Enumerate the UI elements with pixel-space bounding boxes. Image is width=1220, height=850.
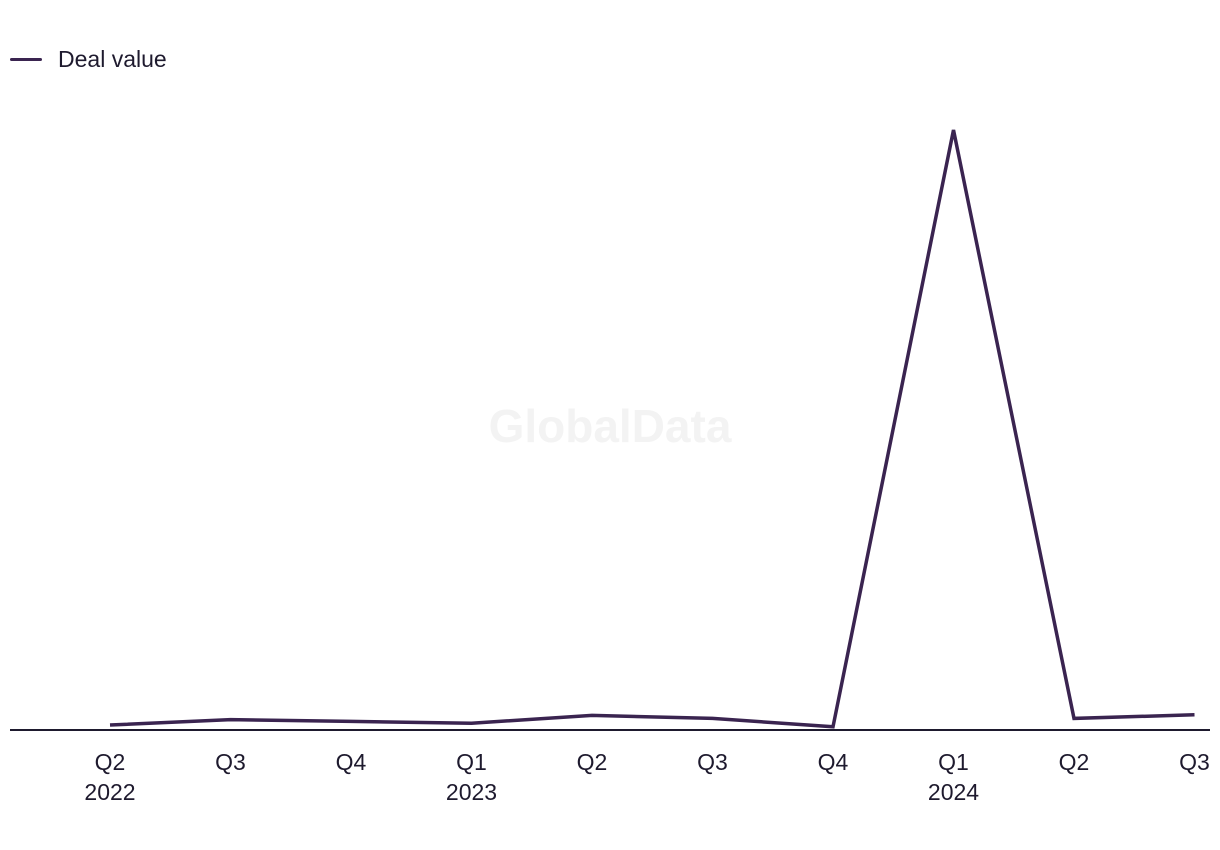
legend-label: Deal value (58, 46, 167, 72)
x-tick-quarter: Q3 (1179, 749, 1210, 775)
x-tick-quarter: Q2 (95, 749, 126, 775)
x-tick-year: 2022 (84, 779, 135, 805)
x-tick-quarter: Q2 (577, 749, 608, 775)
x-tick-quarter: Q2 (1059, 749, 1090, 775)
x-tick-year: 2024 (928, 779, 979, 805)
legend: Deal value (10, 46, 167, 73)
series-line-deal-value (109, 129, 1195, 729)
x-tick-quarter: Q3 (697, 749, 728, 775)
x-tick-quarter: Q3 (215, 749, 246, 775)
x-tick-quarter: Q1 (456, 749, 487, 775)
x-tick-quarter: Q1 (938, 749, 969, 775)
x-tick-year: 2023 (446, 779, 497, 805)
x-tick-labels: Q2 2022 Q3 Q4 Q1 2023 Q2 Q3 Q4 Q1 2024 Q2 Q3 (84, 749, 1209, 805)
x-tick-quarter: Q4 (818, 749, 849, 775)
legend-swatch (10, 58, 42, 61)
watermark: GlobalData (489, 400, 732, 452)
x-tick-quarter: Q4 (336, 749, 367, 775)
